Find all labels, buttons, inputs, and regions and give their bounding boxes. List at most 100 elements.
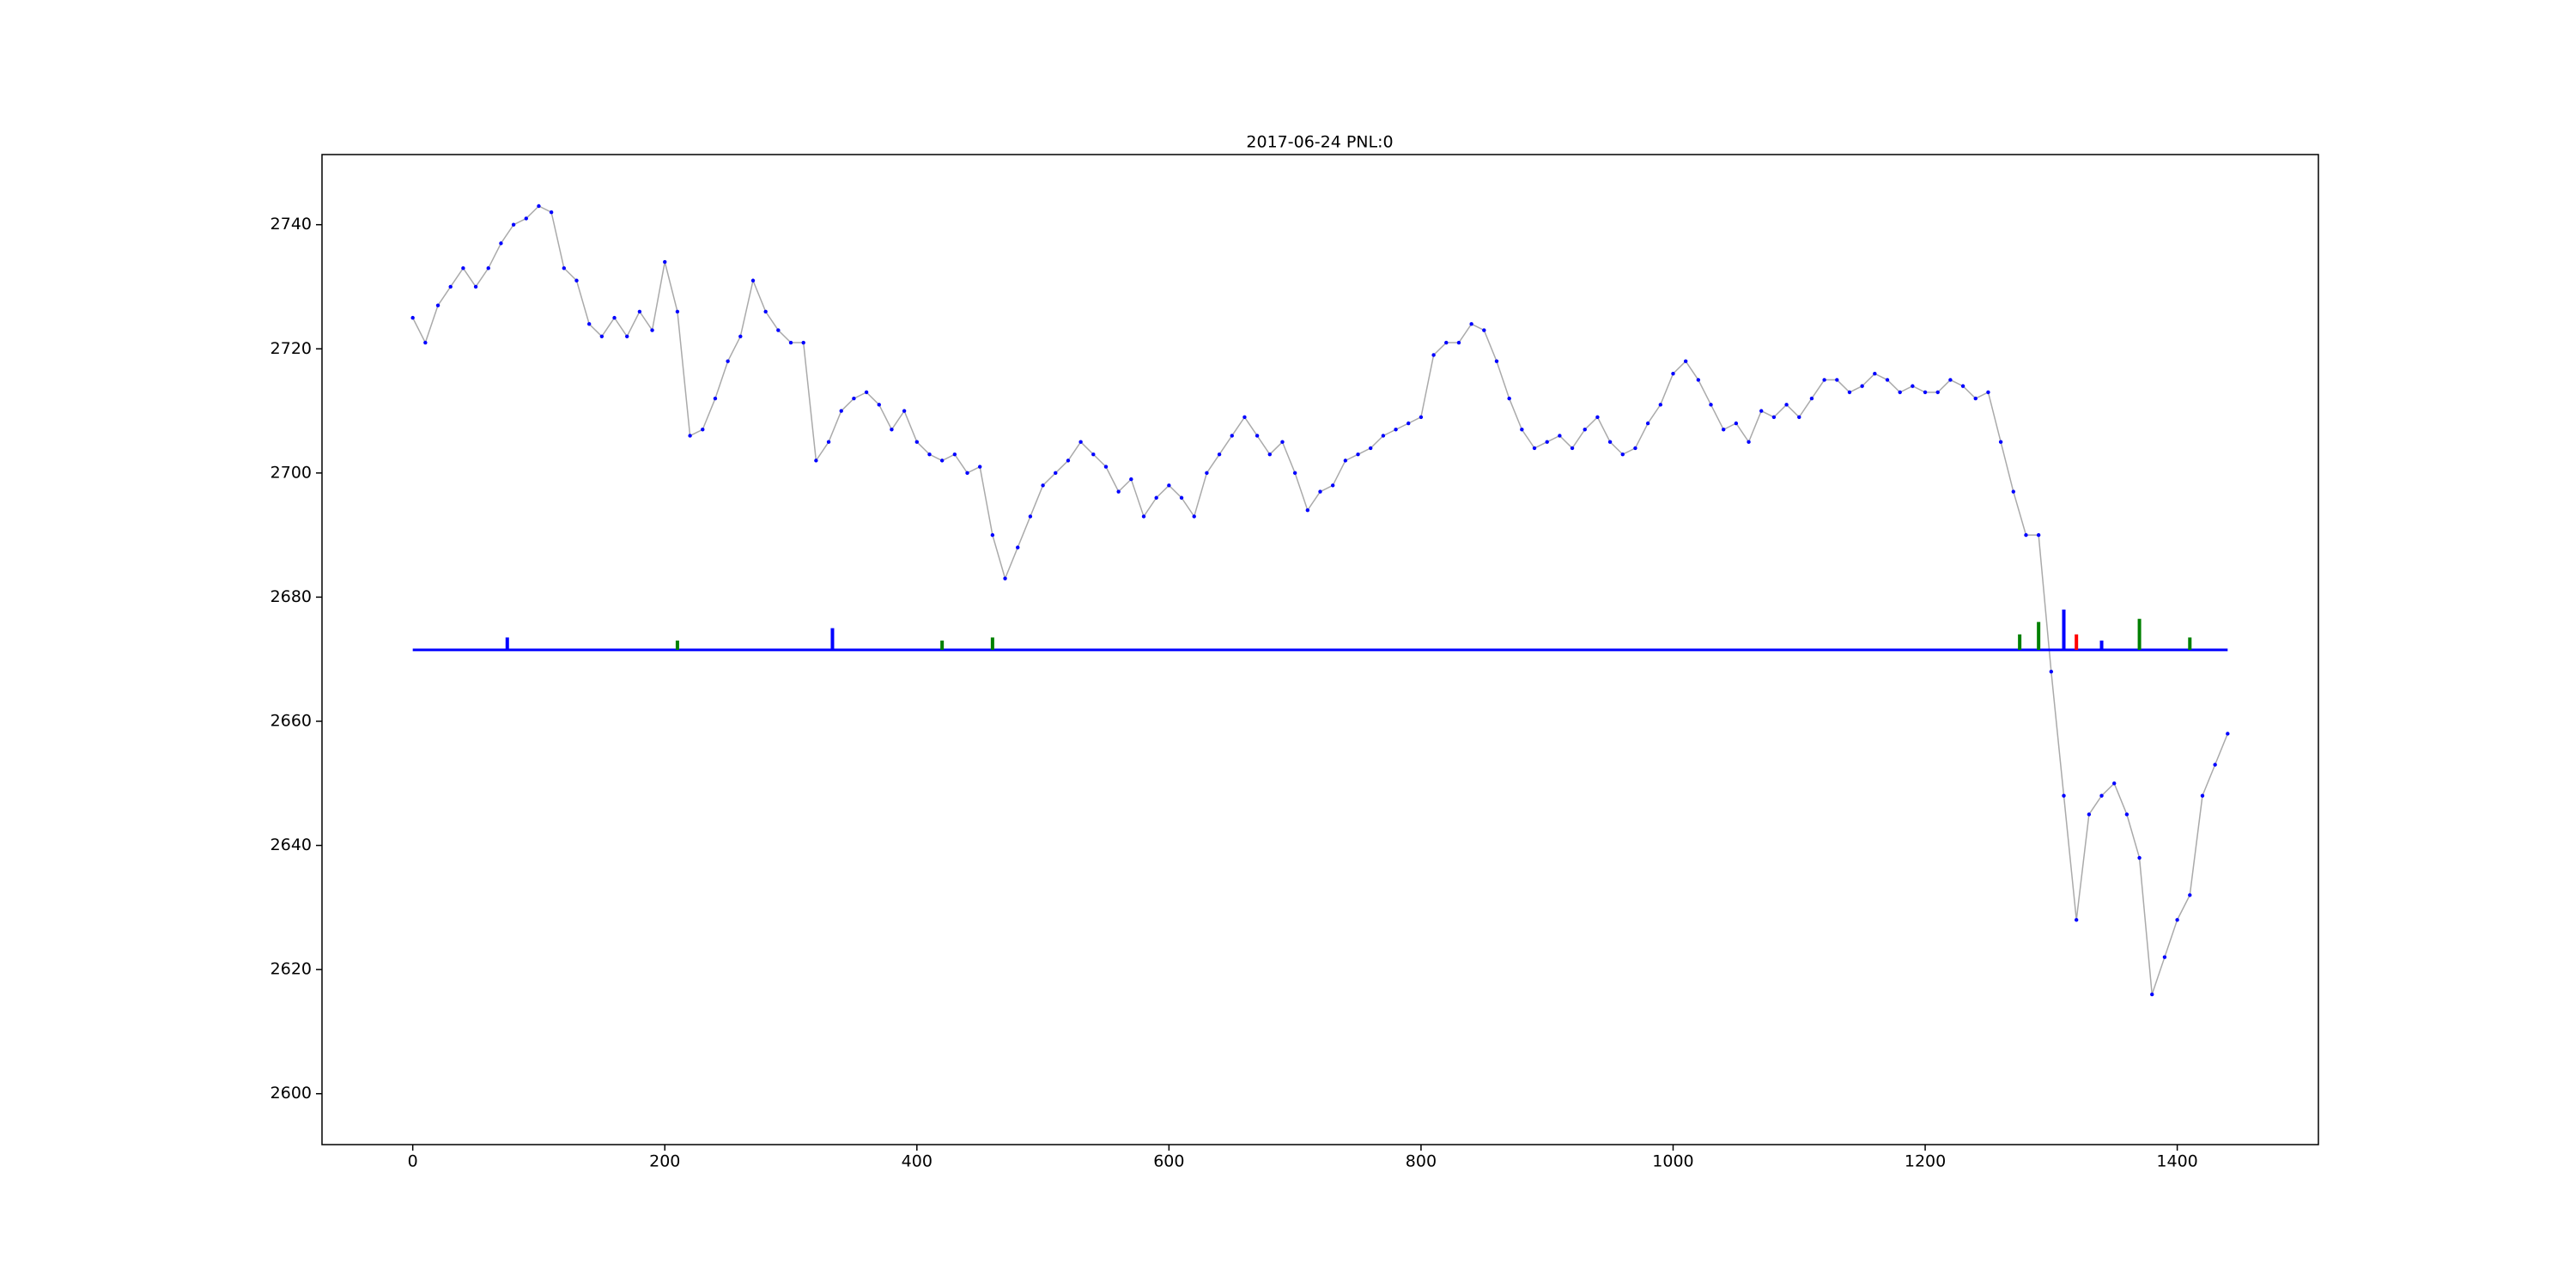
price-point: [650, 328, 654, 332]
price-point: [1935, 390, 1940, 395]
price-point: [1898, 390, 1902, 395]
price-point: [701, 428, 705, 432]
price-point: [2200, 793, 2205, 798]
price-point: [1369, 446, 1373, 451]
price-point: [2024, 532, 2028, 538]
price-point: [1683, 359, 1688, 363]
volume-bar: [505, 637, 509, 650]
price-point: [1016, 545, 1020, 550]
x-tick-label: 1400: [2156, 1152, 2197, 1171]
price-point: [726, 359, 730, 363]
price-point: [2150, 992, 2154, 997]
volume-bar: [2018, 634, 2022, 650]
price-point: [1494, 359, 1499, 363]
price-point: [1167, 483, 1171, 488]
price-point: [1028, 514, 1033, 519]
price-point: [1066, 459, 1071, 463]
y-tick-label: 2680: [270, 587, 312, 606]
price-point: [1873, 371, 1877, 376]
price-point: [1141, 514, 1146, 519]
price-point: [1645, 421, 1650, 426]
price-point: [473, 284, 478, 289]
price-point: [612, 315, 617, 320]
plot-frame: [321, 154, 2319, 1145]
price-point: [1507, 396, 1511, 401]
price-point: [1129, 477, 1133, 482]
price-point: [1923, 390, 1928, 395]
price-point: [1620, 452, 1625, 457]
price-point: [461, 266, 465, 270]
price-point: [1255, 434, 1260, 438]
price-point: [1419, 415, 1424, 419]
price-point: [2049, 669, 2054, 674]
price-point: [1558, 434, 1562, 438]
price-point: [927, 452, 932, 457]
price-point: [1217, 452, 1222, 457]
price-point: [1809, 396, 1814, 401]
price-point: [1835, 378, 1839, 382]
price-point: [952, 452, 957, 457]
price-point: [2062, 793, 2066, 798]
price-point: [1658, 403, 1663, 407]
price-point: [864, 390, 869, 395]
price-point: [537, 204, 541, 209]
volume-bar: [990, 637, 994, 650]
volume-bar: [675, 641, 679, 650]
price-point: [2226, 732, 2230, 736]
price-point: [1570, 446, 1575, 451]
price-point: [1885, 378, 1890, 382]
volume-bar: [2037, 622, 2041, 650]
price-point: [738, 334, 743, 339]
price-point: [1078, 440, 1083, 444]
price-point: [1003, 576, 1007, 580]
price-point: [574, 278, 579, 283]
price-point: [877, 403, 881, 407]
price-point: [1721, 428, 1726, 432]
price-point: [1469, 322, 1473, 326]
price-point: [1734, 421, 1739, 426]
price-point: [2188, 893, 2192, 897]
price-point: [1431, 353, 1436, 357]
price-point: [801, 340, 805, 345]
price-point: [914, 440, 920, 444]
price-point: [2112, 781, 2117, 786]
price-point: [977, 465, 982, 469]
x-tick-label: 200: [649, 1152, 680, 1171]
price-point: [511, 222, 516, 227]
price-point: [1911, 384, 1915, 388]
price-point: [423, 340, 428, 345]
volume-bar: [940, 641, 945, 650]
price-point: [2036, 532, 2041, 538]
price-point: [1230, 434, 1234, 438]
price-point: [1607, 440, 1613, 444]
volume-bar: [2099, 641, 2104, 650]
x-tick-label: 800: [1406, 1152, 1437, 1171]
price-point: [1784, 403, 1789, 407]
price-point: [1998, 440, 2003, 444]
price-point: [586, 322, 592, 326]
price-point: [1330, 483, 1335, 488]
price-point: [1633, 446, 1637, 451]
price-point: [1759, 409, 1764, 413]
price-point: [1318, 489, 1322, 494]
price-point: [1406, 421, 1411, 426]
price-point: [1041, 483, 1045, 488]
price-point: [750, 278, 756, 283]
price-point: [435, 303, 440, 307]
y-tick-label: 2660: [270, 711, 312, 730]
x-tick-label: 0: [408, 1152, 418, 1171]
price-point: [2213, 762, 2217, 767]
price-point: [486, 266, 490, 270]
price-point: [1356, 452, 1360, 457]
price-point: [1242, 415, 1247, 419]
x-tick-label: 600: [1153, 1152, 1184, 1171]
price-point: [562, 266, 567, 270]
price-point: [1532, 446, 1537, 451]
price-point: [1179, 495, 1184, 500]
price-point: [814, 459, 818, 463]
price-point: [1583, 428, 1587, 432]
price-point: [826, 440, 831, 444]
